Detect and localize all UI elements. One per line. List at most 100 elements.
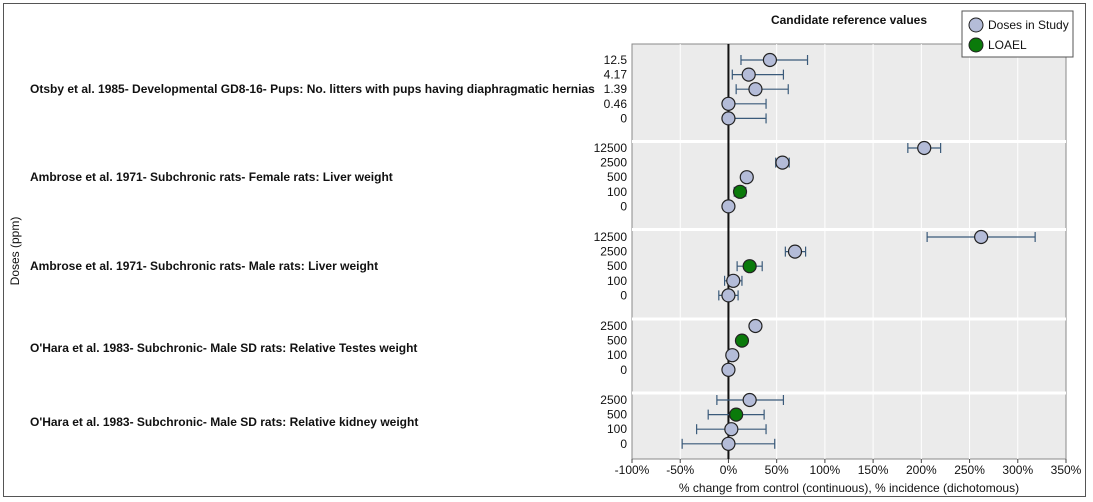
x-axis-title: % change from control (continuous), % in…: [679, 481, 1019, 495]
study-groups: Otsby et al. 1985- Developmental GD8-16-…: [30, 52, 1036, 451]
dose-marker: [721, 96, 736, 111]
dose-point: [775, 155, 790, 170]
dose-label: 12500: [594, 141, 628, 155]
dose-label: 12.5: [604, 53, 628, 67]
dose-point: [721, 362, 736, 377]
study-group: Ambrose et al. 1971- Subchronic rats- Fe…: [30, 140, 942, 214]
study-label: Ambrose et al. 1971- Subchronic rats- Fe…: [30, 170, 393, 184]
chart-title: Candidate reference values: [771, 13, 927, 27]
dose-label: 2500: [600, 319, 627, 333]
dose-label: 500: [607, 408, 627, 422]
legend-dose-marker: [968, 17, 984, 33]
dose-point: [721, 199, 736, 214]
x-tick-label: 200%: [906, 463, 937, 477]
dose-marker: [726, 273, 741, 288]
x-tick-label: 150%: [858, 463, 889, 477]
group-separators: [632, 140, 1066, 395]
study-label: O'Hara et al. 1983- Subchronic- Male SD …: [30, 415, 418, 429]
study-label: Otsby et al. 1985- Developmental GD8-16-…: [30, 82, 595, 96]
x-tick-label: -100%: [615, 463, 650, 477]
dose-marker: [748, 318, 763, 334]
dose-marker: [721, 288, 736, 303]
dose-point: [696, 422, 767, 437]
loael-marker: [734, 333, 750, 348]
dose-label: 12500: [594, 230, 628, 244]
legend-loael-label: LOAEL: [988, 38, 1027, 52]
dose-point: [681, 436, 776, 451]
legend: Doses in Study LOAEL: [961, 10, 1074, 58]
dose-point: [748, 318, 763, 334]
dose-point: [707, 407, 765, 422]
dose-label: 0: [620, 199, 627, 213]
dose-point: [736, 259, 763, 274]
dose-label: 0: [620, 288, 627, 302]
loael-marker: [729, 407, 744, 422]
dose-marker: [724, 422, 739, 437]
dose-label: 100: [607, 348, 627, 362]
study-group: Ambrose et al. 1971- Subchronic rats- Ma…: [30, 229, 1036, 303]
legend-dose-label: Doses in Study: [988, 18, 1069, 32]
dose-marker: [739, 170, 754, 185]
dose-point: [734, 333, 750, 348]
dose-point: [723, 273, 743, 288]
dose-label: 0.46: [604, 97, 628, 111]
dose-label: 0: [620, 437, 627, 451]
x-axis-ticks: -100% -50% 0% 50% 100% 150% 200% 250% 300% 350%: [615, 459, 1082, 477]
dose-point: [725, 348, 740, 363]
dose-marker: [787, 244, 803, 259]
dose-marker: [725, 348, 740, 363]
y-axis-title: Doses (ppm): [8, 217, 22, 286]
x-tick-label: -50%: [666, 463, 694, 477]
x-tick-label: 300%: [1002, 463, 1033, 477]
dose-point: [732, 184, 748, 199]
loael-marker: [742, 259, 757, 274]
dose-label: 500: [607, 334, 627, 348]
x-tick-label: 100%: [810, 463, 841, 477]
dose-label: 0: [620, 111, 627, 125]
dose-marker: [748, 82, 763, 97]
x-tick-label: 50%: [765, 463, 789, 477]
dose-label: 1.39: [604, 82, 628, 96]
dose-label: 0: [620, 363, 627, 377]
study-label: O'Hara et al. 1983- Subchronic- Male SD …: [30, 341, 417, 355]
dose-label: 2500: [600, 245, 627, 259]
dose-marker: [721, 199, 736, 214]
x-tick-label: 350%: [1051, 463, 1082, 477]
dose-marker: [741, 67, 756, 82]
dose-label: 2500: [600, 156, 627, 170]
plot-background: [631, 43, 1067, 460]
study-group: Otsby et al. 1985- Developmental GD8-16-…: [30, 52, 809, 126]
dose-point: [716, 392, 785, 408]
dose-point: [735, 82, 789, 97]
x-tick-label: 250%: [954, 463, 985, 477]
study-group: O'Hara et al. 1983- Subchronic- Male SD …: [30, 318, 763, 377]
dose-label: 500: [607, 259, 627, 273]
dose-point: [721, 96, 767, 111]
dose-label: 500: [607, 170, 627, 184]
legend-loael-marker: [968, 37, 984, 53]
dose-marker: [742, 392, 757, 408]
dose-point: [907, 140, 942, 156]
dose-point: [739, 170, 754, 185]
dose-point: [731, 67, 785, 82]
dose-marker: [721, 362, 736, 377]
dose-label: 100: [607, 274, 627, 288]
dose-point: [784, 244, 807, 259]
dose-marker: [721, 436, 736, 451]
dose-label: 2500: [600, 393, 627, 407]
study-group: O'Hara et al. 1983- Subchronic- Male SD …: [30, 392, 785, 451]
dose-point: [926, 229, 1036, 245]
dose-label: 100: [607, 422, 627, 436]
study-label: Ambrose et al. 1971- Subchronic rats- Ma…: [30, 259, 378, 273]
x-tick-label: 0%: [720, 463, 738, 477]
loael-marker: [732, 184, 748, 199]
dose-point: [718, 288, 739, 303]
dose-label: 100: [607, 185, 627, 199]
dose-marker: [762, 52, 778, 68]
dose-marker: [775, 155, 790, 170]
dose-marker: [721, 111, 736, 126]
dose-label: 4.17: [604, 68, 628, 82]
dose-point: [740, 52, 809, 68]
dose-point: [721, 111, 767, 126]
